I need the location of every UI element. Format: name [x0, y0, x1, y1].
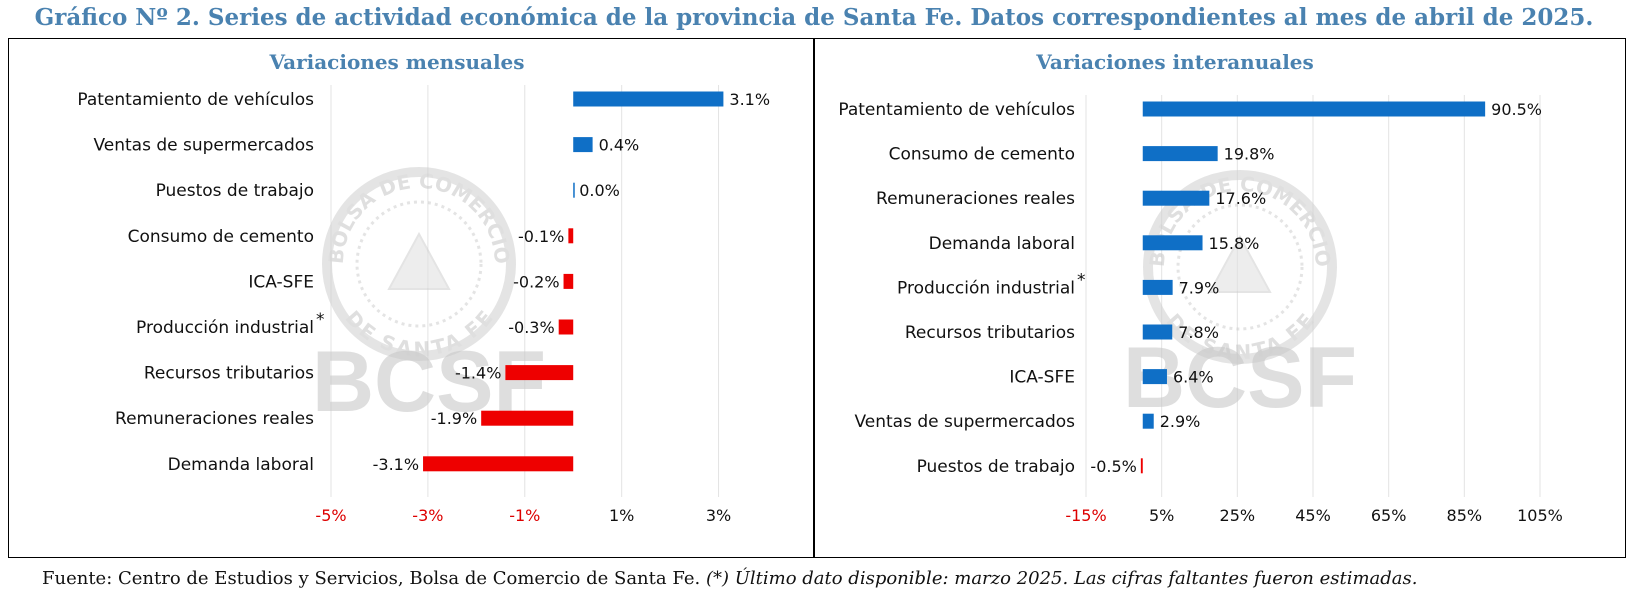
value-label: 6.4%: [1173, 368, 1214, 387]
asterisk-mark: *: [1077, 270, 1086, 290]
category-label: Remuneraciones reales: [876, 189, 1075, 209]
bar: [1142, 369, 1167, 385]
category-label: Demanda laboral: [929, 234, 1075, 254]
bar: [1142, 146, 1218, 162]
value-label: 0.4%: [599, 136, 640, 155]
figure-title: Gráfico Nº 2. Series de actividad económ…: [34, 4, 1594, 31]
category-label: Demanda laboral: [168, 455, 314, 475]
tick-label: -15%: [1065, 506, 1106, 525]
bar: [573, 91, 724, 107]
value-label: -1.4%: [455, 364, 501, 383]
bar: [505, 365, 574, 381]
bar: [1142, 413, 1154, 429]
value-label: 7.8%: [1178, 323, 1219, 342]
category-label: ICA-SFE: [248, 272, 314, 292]
tick-label: 105%: [1517, 506, 1563, 525]
category-label: Patentamiento de vehículos: [77, 90, 314, 110]
value-label: 0.0%: [579, 181, 620, 200]
chart-title: Variaciones mensuales: [268, 50, 524, 74]
value-label: -0.1%: [518, 227, 564, 246]
bar: [1140, 458, 1143, 474]
tick-label: 45%: [1295, 506, 1331, 525]
seal-emblem-icon: [387, 231, 451, 290]
bar: [481, 410, 574, 426]
category-label: Consumo de cemento: [128, 227, 314, 247]
value-label: -0.3%: [508, 318, 554, 337]
category-label: Recursos tributarios: [144, 364, 314, 384]
bar: [573, 182, 575, 198]
seal-emblem-icon: [1208, 234, 1272, 293]
seal-inner-ring: [1176, 203, 1304, 331]
value-label: 3.1%: [729, 90, 770, 109]
category-label: Consumo de cemento: [889, 145, 1075, 165]
bar: [1142, 235, 1203, 251]
bar: [563, 273, 574, 289]
chart-title: Variaciones interanuales: [1035, 50, 1314, 74]
category-label: Producción industrial: [136, 318, 314, 338]
bar: [558, 319, 574, 335]
category-label: ICA-SFE: [1009, 368, 1075, 388]
category-label: Patentamiento de vehículos: [838, 100, 1075, 120]
tick-label: 85%: [1447, 506, 1483, 525]
value-label: 7.9%: [1179, 278, 1220, 297]
category-label: Recursos tributarios: [905, 323, 1075, 343]
tick-label: -1%: [509, 506, 540, 525]
bar: [568, 228, 574, 244]
footer-source-text: Fuente: Centro de Estudios y Servicios, …: [42, 568, 701, 589]
category-label: Producción industrial: [897, 278, 1075, 298]
seal-inner-ring: [355, 200, 483, 328]
value-label: 19.8%: [1224, 145, 1275, 164]
bar: [1142, 279, 1173, 295]
category-label: Puestos de trabajo: [917, 457, 1075, 477]
value-label: -0.5%: [1090, 457, 1136, 476]
category-label: Remuneraciones reales: [115, 409, 314, 429]
bar: [423, 456, 574, 472]
value-label: 2.9%: [1160, 412, 1201, 431]
bar: [573, 137, 593, 153]
tick-label: 65%: [1371, 506, 1407, 525]
footer-source: Fuente: Centro de Estudios y Servicios, …: [42, 568, 1418, 589]
tick-label: 25%: [1220, 506, 1256, 525]
chart-panel-monthly: BOLSA DE COMERCIO DE SANTA FE BCSF Variacio…: [8, 38, 814, 558]
category-label: Ventas de supermercados: [854, 412, 1075, 432]
value-label: 15.8%: [1209, 234, 1260, 253]
category-label: Ventas de supermercados: [93, 136, 314, 156]
bar: [1142, 324, 1173, 340]
footer-note: (*) Último dato disponible: marzo 2025. …: [705, 568, 1418, 589]
value-label: -3.1%: [373, 455, 419, 474]
tick-label: -5%: [315, 506, 346, 525]
bar: [1142, 190, 1210, 206]
bar: [1142, 101, 1486, 117]
value-label: 17.6%: [1215, 189, 1266, 208]
value-label: -0.2%: [513, 272, 559, 291]
tick-label: -3%: [412, 506, 443, 525]
value-label: 90.5%: [1491, 100, 1542, 119]
seal-outer-ring: [1143, 170, 1337, 364]
tick-label: 5%: [1149, 506, 1174, 525]
value-label: -1.9%: [431, 409, 477, 428]
category-label: Puestos de trabajo: [156, 181, 314, 201]
tick-label: 1%: [609, 506, 634, 525]
asterisk-mark: *: [316, 310, 325, 330]
seal-outer-ring: [322, 167, 516, 361]
tick-label: 3%: [706, 506, 731, 525]
